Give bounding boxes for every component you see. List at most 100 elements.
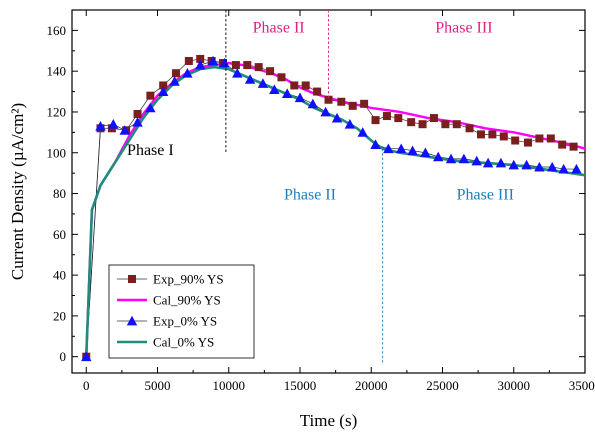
phase-label: Phase III: [457, 187, 514, 204]
phase-label: Phase II: [284, 187, 336, 204]
data-point-triangle: [126, 315, 138, 326]
data-point-square: [465, 124, 474, 133]
y-axis-title: Current Density (µA/cm²): [8, 103, 27, 280]
data-point-triangle: [495, 157, 507, 168]
y-tick-label: 140: [47, 64, 67, 79]
data-point-square: [524, 138, 532, 147]
data-point-triangle: [445, 153, 457, 164]
y-tick-label: 100: [47, 145, 67, 160]
data-point-square: [546, 134, 555, 143]
data-point-triangle: [108, 119, 119, 129]
data-point-triangle: [571, 163, 582, 174]
data-point-triangle: [169, 76, 180, 86]
data-point-square: [243, 61, 252, 70]
data-point-square: [146, 91, 155, 100]
data-point-triangle: [357, 127, 368, 137]
x-tick-label: 10000: [213, 378, 246, 393]
y-tick-label: 40: [53, 268, 66, 283]
data-point-square: [569, 142, 578, 151]
data-point-triangle: [119, 125, 130, 135]
data-point-square: [172, 69, 181, 78]
data-point-triangle: [331, 112, 343, 123]
data-point-triangle: [395, 143, 407, 154]
data-point-square: [324, 95, 333, 104]
data-point-square: [441, 120, 450, 129]
data-point-square: [535, 134, 544, 143]
data-point-triangle: [407, 145, 418, 156]
data-point-square: [159, 81, 168, 90]
data-point-triangle: [81, 351, 92, 362]
data-point-triangle: [458, 153, 470, 164]
x-tick-label: 25000: [426, 378, 459, 393]
data-point-square: [511, 136, 520, 145]
data-point-square: [407, 118, 416, 127]
data-point-triangle: [145, 102, 156, 113]
legend-label: Cal_90% YS: [153, 293, 221, 308]
data-point-triangle: [433, 151, 444, 162]
phase-label: Phase I: [127, 142, 174, 159]
legend-label: Exp_90% YS: [153, 272, 224, 287]
y-tick-label: 20: [53, 308, 66, 323]
data-point-square: [394, 114, 403, 123]
x-tick-label: 15000: [284, 378, 317, 393]
data-point-triangle: [232, 68, 243, 78]
phase-label: Phase III: [435, 19, 492, 36]
data-point-square: [196, 54, 205, 63]
data-point-square: [337, 97, 346, 106]
x-tick-label: 20000: [355, 378, 388, 393]
data-point-triangle: [195, 59, 206, 70]
data-point-square: [231, 61, 240, 70]
data-point-square: [452, 120, 461, 129]
data-point-triangle: [219, 57, 230, 68]
data-point-square: [382, 112, 391, 121]
data-point-square: [301, 81, 310, 90]
data-point-square: [360, 99, 369, 108]
data-point-triangle: [257, 78, 269, 88]
data-point-triangle: [521, 159, 532, 170]
y-tick-label: 120: [47, 104, 67, 119]
data-point-square: [371, 116, 380, 125]
legend-label: Exp_0% YS: [153, 314, 217, 329]
data-point-square: [499, 132, 508, 141]
data-point-square: [558, 140, 567, 149]
data-point-square: [184, 56, 193, 65]
data-point-triangle: [95, 121, 106, 131]
data-point-triangle: [320, 106, 331, 117]
data-point-triangle: [471, 155, 482, 166]
x-tick-label: 30000: [498, 378, 531, 393]
data-point-square: [429, 114, 438, 123]
data-point-triangle: [370, 139, 381, 150]
y-tick-label: 80: [53, 186, 66, 201]
data-point-triangle: [558, 163, 569, 174]
data-point-square: [254, 63, 263, 72]
data-point-triangle: [244, 74, 256, 84]
data-point-triangle: [534, 161, 545, 172]
data-point-triangle: [383, 143, 394, 154]
data-point-square: [418, 120, 427, 129]
data-point-square: [266, 67, 275, 76]
legend-label: Cal_0% YS: [153, 335, 214, 350]
y-tick-label: 0: [60, 349, 67, 364]
data-point-square: [128, 275, 136, 283]
data-point-triangle: [420, 147, 431, 158]
phase-label: Phase II: [253, 19, 305, 36]
data-point-triangle: [307, 98, 319, 109]
data-point-triangle: [207, 55, 219, 66]
data-point-square: [277, 73, 286, 82]
x-tick-label: 5000: [145, 378, 171, 393]
data-point-triangle: [508, 159, 519, 170]
data-point-square: [476, 130, 485, 139]
data-point-triangle: [281, 88, 293, 99]
data-point-triangle: [269, 84, 280, 94]
y-tick-label: 60: [53, 227, 66, 242]
x-axis-title: Time (s): [300, 411, 357, 430]
data-point-square: [348, 101, 357, 110]
data-point-triangle: [547, 161, 558, 172]
legend: Exp_90% YS Cal_90% YS Exp_0% YS Cal_0% YS: [108, 264, 255, 359]
data-point-square: [290, 81, 299, 90]
data-point-square: [488, 130, 497, 139]
data-point-triangle: [344, 119, 356, 129]
data-point-triangle: [158, 86, 169, 96]
